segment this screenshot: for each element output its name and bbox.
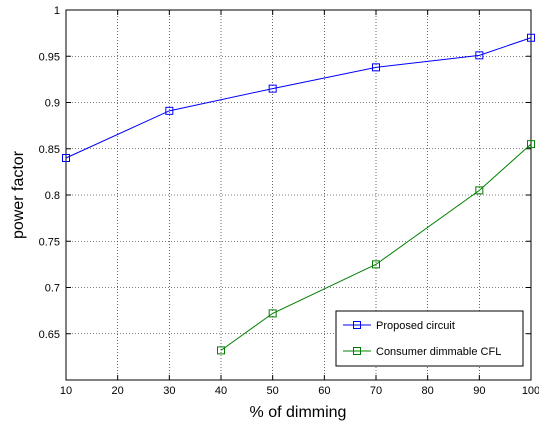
data-point <box>527 140 535 149</box>
data-point <box>165 106 174 115</box>
x-tick-label: 50 <box>267 385 279 397</box>
y-tick-label: 0.7 <box>45 283 60 295</box>
legend-label-proposed: Proposed circuit <box>376 320 455 332</box>
data-point <box>268 309 277 318</box>
legend-marker-proposed <box>353 321 361 329</box>
legend-marker-cfl <box>353 347 361 355</box>
data-point <box>475 51 484 60</box>
legend-box <box>335 310 524 367</box>
x-tick-label: 80 <box>422 385 434 397</box>
x-tick-label: 100 <box>522 385 539 397</box>
x-tick-label: 20 <box>112 385 124 397</box>
x-tick-label: 10 <box>60 385 72 397</box>
x-tick-label: 70 <box>370 385 382 397</box>
data-point <box>475 186 484 195</box>
x-axis-ticks: 10 20 30 40 50 60 70 80 90 100 <box>60 10 539 397</box>
legend: Proposed circuit Consumer dimmable CFL <box>335 310 524 367</box>
y-tick-label: 0.65 <box>39 329 60 341</box>
y-tick-label: 0.95 <box>39 51 60 63</box>
x-axis-label: % of dimming <box>250 404 347 421</box>
y-tick-label: 0.8 <box>45 190 60 202</box>
data-point <box>217 346 225 355</box>
data-point <box>372 260 380 269</box>
x-tick-label: 30 <box>163 385 175 397</box>
y-tick-label: 0.9 <box>45 98 60 110</box>
x-tick-label: 90 <box>473 385 485 397</box>
series-line-0 <box>65 37 532 159</box>
data-point <box>62 154 70 162</box>
x-tick-label: 40 <box>215 385 227 397</box>
y-axis-label: power factor <box>10 150 27 239</box>
data-series <box>62 33 535 355</box>
data-point <box>527 33 535 42</box>
y-axis-ticks: 0.65 0.7 0.75 0.8 0.85 0.9 0.95 1 <box>39 5 531 341</box>
data-point <box>372 63 380 72</box>
data-point <box>268 84 277 93</box>
y-tick-label: 1 <box>54 5 60 17</box>
legend-label-cfl: Consumer dimmable CFL <box>376 346 501 358</box>
y-tick-label: 0.75 <box>39 236 60 248</box>
y-tick-label: 0.85 <box>39 144 60 156</box>
x-tick-label: 60 <box>318 385 330 397</box>
series-line-1 <box>220 143 532 351</box>
